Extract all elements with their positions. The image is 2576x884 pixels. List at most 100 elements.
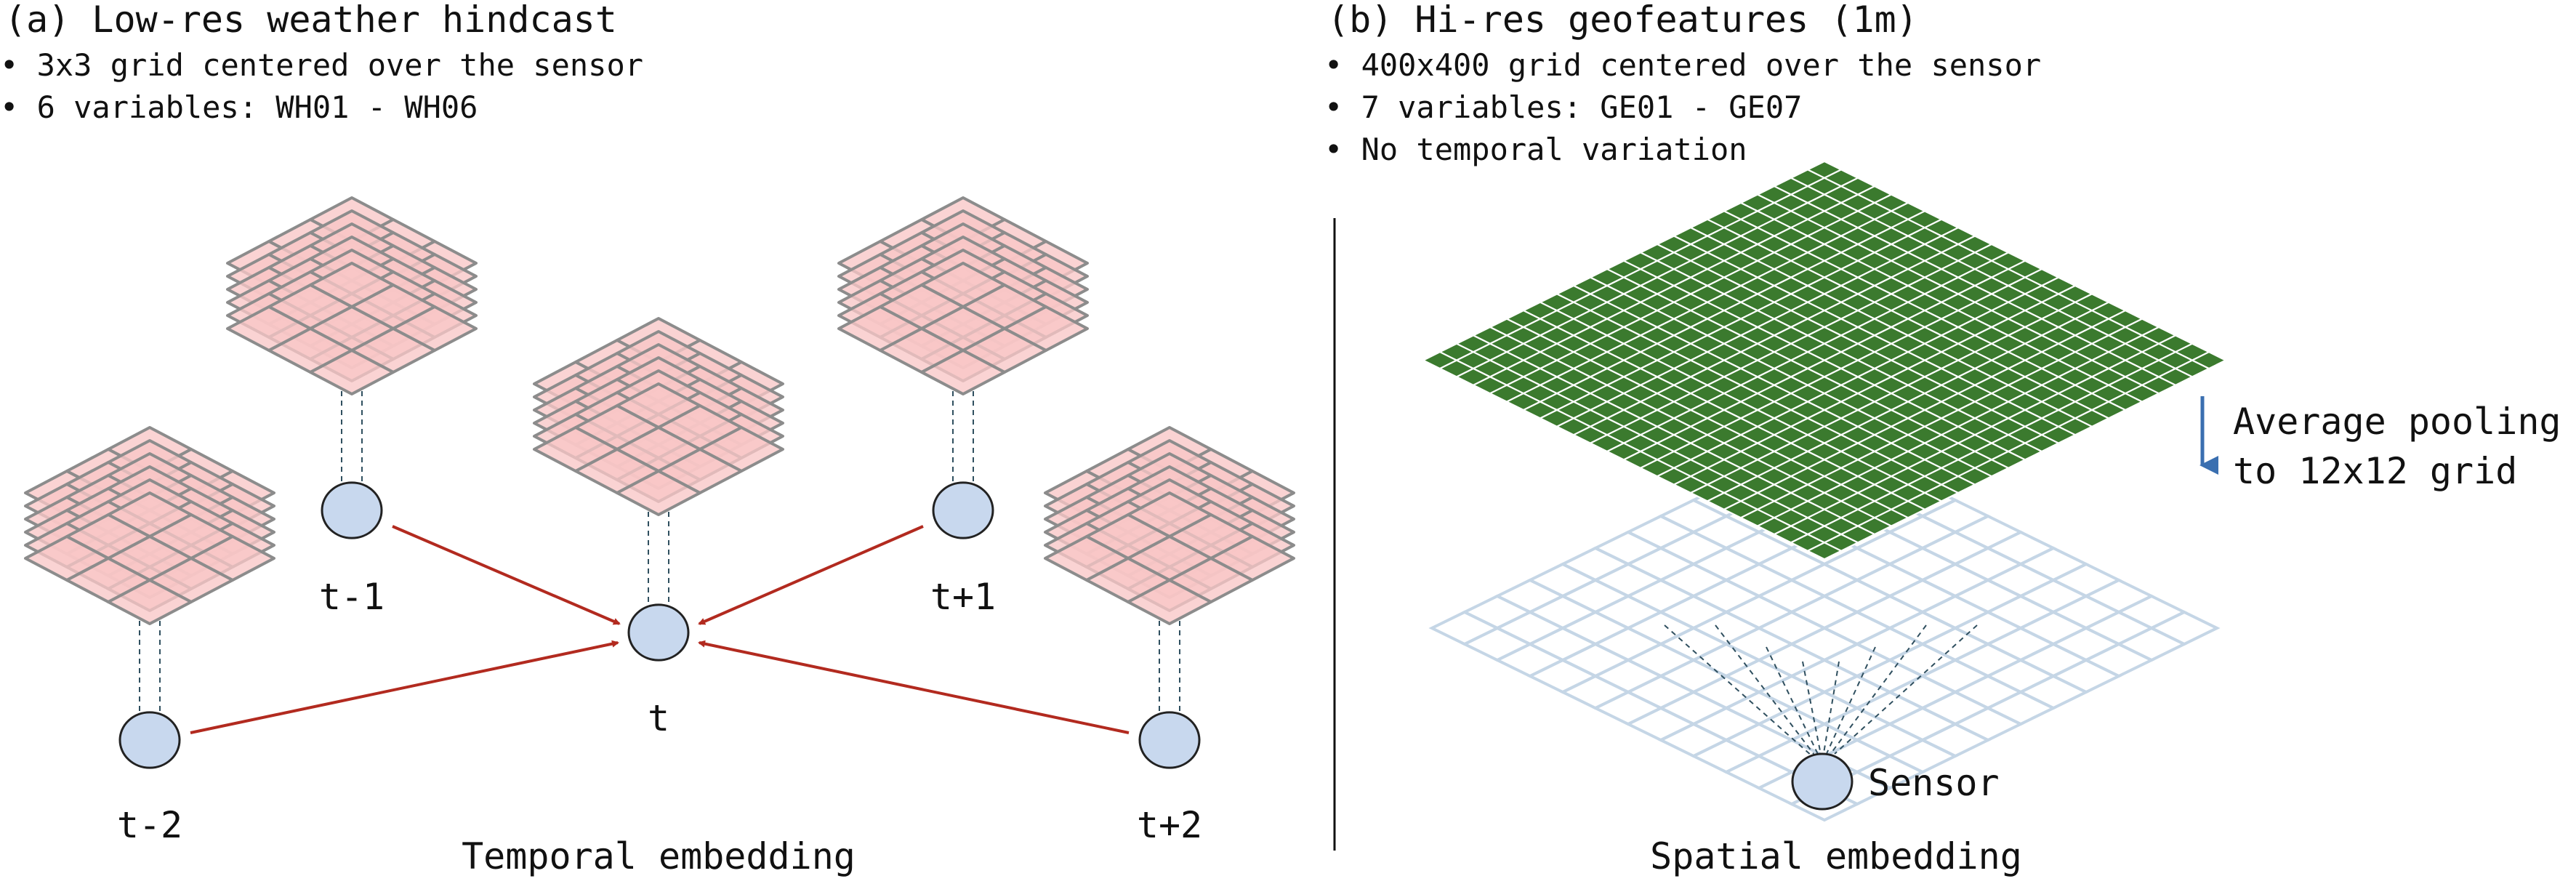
panel-b-bullet-2: • 7 variables: GE01 - GE07 [1324, 89, 1802, 125]
sensor-node [1791, 752, 1853, 811]
sensor-label: Sensor [1868, 762, 2000, 804]
temporal-embedding-diagram [24, 196, 1295, 769]
arrow-t-minus-2-to-t [190, 640, 619, 734]
pool-cell [1657, 594, 1730, 630]
pool-cell [1952, 514, 2024, 550]
pool-cell [1690, 706, 1763, 742]
pool-cell [1690, 546, 1763, 582]
panel-b-bullet-1: • 400x400 grid centered over the sensor [1324, 47, 2041, 83]
pool-cell [1690, 610, 1763, 646]
pool-cell [2017, 642, 2090, 678]
pool-cell [1853, 690, 1926, 726]
grid-layer [533, 382, 784, 516]
pool-cell [1952, 610, 2024, 646]
time-label-t-minus-2: t-2 [117, 804, 182, 846]
sensor-connector [1822, 661, 1840, 755]
pool-cell [1559, 546, 1632, 582]
pool-cell [1984, 594, 2057, 630]
pool-cell [1428, 610, 1501, 646]
arrow-t-plus-1-to-t [698, 525, 924, 625]
pool-cell [1853, 722, 1926, 758]
node-t-minus-1 [321, 481, 383, 539]
pool-cell [1886, 610, 1959, 646]
pool-cell [1723, 722, 1795, 758]
pool-cell [1886, 706, 1959, 742]
pool-cell [1755, 578, 1828, 614]
pool-cell [1919, 562, 1992, 598]
pool-cell [1984, 562, 2057, 598]
pool-cell [1755, 642, 1828, 678]
pool-cell [1657, 658, 1730, 694]
pooling-label-line-2: to 12x12 grid [2233, 450, 2517, 492]
grid-layer [1044, 491, 1295, 625]
geofeature-grid [1421, 160, 2228, 560]
sensor-connector [1834, 624, 1978, 755]
node-t-minus-2 [118, 711, 181, 769]
pool-cell [1723, 562, 1795, 598]
pool-cell [1559, 578, 1632, 614]
grid-layer [837, 262, 1089, 395]
pool-cell [2050, 562, 2122, 598]
pool-cell [1526, 594, 1599, 630]
sensor-connector [1766, 646, 1819, 755]
pool-cell [2115, 594, 2188, 630]
pool-cell [1952, 706, 2024, 742]
pool-cell [1657, 530, 1730, 566]
pool-cell [1625, 546, 1697, 582]
pool-cell [1690, 578, 1763, 614]
pool-cell [1592, 530, 1665, 566]
pool-cell [1755, 674, 1828, 710]
pool-cell [1919, 594, 1992, 630]
pool-cell [1788, 626, 1861, 662]
pool-cell [1984, 530, 2057, 566]
pool-cell [1788, 658, 1861, 694]
panel-b-bullet-3: • No temporal variation [1324, 132, 1747, 167]
pool-cell [1886, 546, 1959, 582]
geofeature-cell [1806, 542, 1843, 560]
pooling-label-line-1: Average pooling [2233, 401, 2561, 443]
pool-cell [1625, 642, 1697, 678]
arrow-t-plus-2-to-t [698, 640, 1130, 734]
grid-layer [226, 262, 478, 395]
pool-cell [1788, 722, 1861, 758]
grid-cell [616, 470, 701, 516]
pool-cell [1919, 530, 1992, 566]
pool-cell [1755, 610, 1828, 646]
stack-t-plus-2 [1044, 426, 1295, 625]
pool-cell [2017, 674, 2090, 710]
pool-cell [1461, 594, 1534, 630]
stack-t-minus-1 [226, 196, 478, 395]
pool-cell [1821, 578, 1893, 614]
pool-cell [1690, 674, 1763, 710]
pool-cell [2017, 546, 2090, 582]
pool-cell [1984, 626, 2057, 662]
stack-t-plus-1 [837, 196, 1089, 395]
pool-cell [1625, 610, 1697, 646]
stack-t [533, 317, 784, 516]
panel-a-bullet-1: • 3x3 grid centered over the sensor [0, 47, 643, 83]
pool-cell [2082, 610, 2155, 646]
pool-cell [1984, 658, 2057, 694]
pool-cell [1984, 690, 2057, 726]
pool-cell [1821, 610, 1893, 646]
pool-cell [1625, 674, 1697, 710]
sensor-connector [1802, 661, 1822, 755]
pool-cell [1494, 610, 1566, 646]
sensor-connector [1715, 624, 1815, 755]
pool-cell [1657, 562, 1730, 598]
pool-cell [1723, 658, 1795, 694]
pool-cell [1592, 690, 1665, 726]
pool-cell [1788, 562, 1861, 598]
pool-cell [1886, 642, 1959, 678]
sensor-connector [1830, 624, 1927, 755]
panel-a-caption: Temporal embedding [462, 835, 856, 877]
pool-cell [2082, 578, 2155, 614]
node-t-plus-1 [932, 481, 994, 539]
pool-cell [1657, 722, 1730, 758]
pool-cell [1592, 594, 1665, 630]
pool-cell [2017, 610, 2090, 646]
pool-cell [2050, 594, 2122, 630]
node-t [627, 603, 690, 662]
pool-cell [2148, 610, 2221, 646]
